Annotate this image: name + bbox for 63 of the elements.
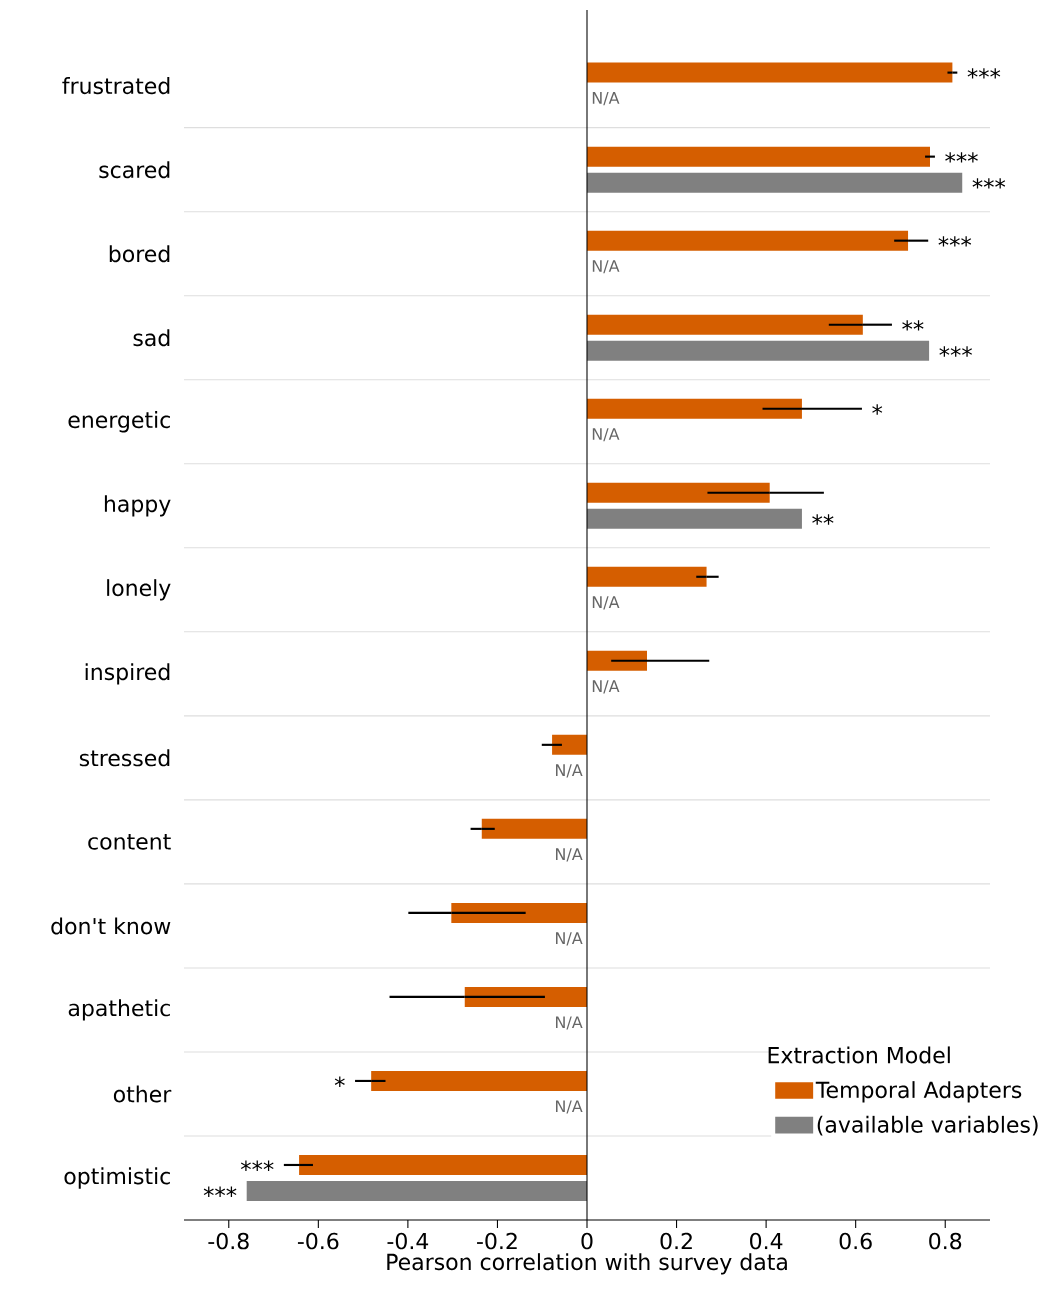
y-tick-label: optimistic <box>64 1167 170 1189</box>
y-tick-label: don't know <box>51 917 171 935</box>
y-tick-label: bored <box>109 245 170 263</box>
annotation: *** <box>939 346 973 357</box>
x-tick-label: 0.4 <box>750 1232 783 1250</box>
y-tick-label: lonely <box>107 579 171 601</box>
x-tick-label: -0.6 <box>297 1232 339 1250</box>
y-tick-label: apathetic <box>68 999 170 1021</box>
bar <box>587 566 707 587</box>
x-axis-title: Pearson correlation with survey data <box>387 1253 787 1275</box>
text: N/A <box>592 596 620 610</box>
x-tick-label: -0.4 <box>387 1232 429 1250</box>
legend-title: Extraction Model <box>768 1046 950 1064</box>
text: N/A <box>556 932 583 946</box>
y-tick-label: other <box>113 1085 172 1103</box>
annotation: ** <box>902 320 924 331</box>
annotation: *** <box>203 1186 237 1197</box>
text: N/A <box>556 848 583 862</box>
y-tick-label: stressed <box>79 749 170 767</box>
annotation: *** <box>967 68 1001 79</box>
legend-label: (available variables) <box>817 1115 1038 1136</box>
bar <box>246 1181 587 1202</box>
annotation: ** <box>812 514 834 525</box>
x-tick-label: 0 <box>581 1232 593 1250</box>
bar <box>587 340 930 361</box>
bar <box>371 1070 587 1091</box>
text: N/A <box>592 428 620 442</box>
y-tick-label: inspired <box>85 663 170 685</box>
legend-label: Temporal Adapters <box>815 1081 1022 1103</box>
text: N/A <box>556 764 583 778</box>
y-tick-label: sad <box>133 329 170 347</box>
annotation: *** <box>972 178 1006 189</box>
bar <box>587 146 930 167</box>
bar <box>587 482 770 503</box>
annotation: * <box>872 404 883 415</box>
text: N/A <box>592 260 620 274</box>
bar <box>552 734 587 755</box>
y-tick-label: content <box>88 834 171 850</box>
y-tick-label: scared <box>99 161 170 179</box>
annotation: *** <box>240 1160 274 1171</box>
text: N/A <box>592 680 620 694</box>
bar <box>587 508 802 529</box>
x-tick-label: 0.2 <box>660 1232 692 1250</box>
bar <box>481 818 587 839</box>
x-tick-label: 0.8 <box>929 1232 962 1250</box>
x-tick-label: -0.8 <box>208 1232 249 1250</box>
x-tick-label: 0.6 <box>839 1232 872 1250</box>
annotation: *** <box>945 152 978 163</box>
bar <box>587 230 909 251</box>
bar <box>587 314 863 335</box>
x-tick-label: -0.2 <box>477 1232 517 1250</box>
annotation: * <box>334 1076 345 1087</box>
text: N/A <box>592 92 620 106</box>
bar <box>587 398 802 419</box>
y-tick-label: frustrated <box>62 77 170 95</box>
text: N/A <box>556 1100 583 1114</box>
y-tick-label: energetic <box>68 411 170 433</box>
bar <box>587 172 963 193</box>
y-tick-label: happy <box>104 495 171 517</box>
bar <box>299 1154 587 1175</box>
bar <box>587 62 953 83</box>
text: N/A <box>556 1016 583 1030</box>
annotation: *** <box>938 236 972 247</box>
